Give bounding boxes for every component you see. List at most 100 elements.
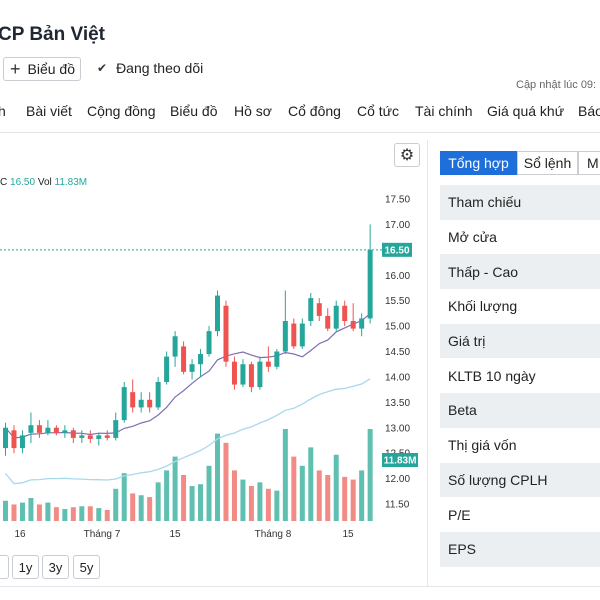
row-volume: Khối lượng (440, 289, 600, 324)
volume-bar (316, 470, 322, 521)
row-market-cap: Thị giá vốn (440, 427, 600, 463)
check-icon: ✔ (97, 61, 108, 75)
candle-body (62, 430, 68, 433)
volume-bar (198, 484, 204, 521)
row-avg-volume-10d: KLTB 10 ngày (440, 358, 600, 394)
gear-icon: ⚙ (399, 147, 415, 164)
candle-body (282, 321, 288, 352)
tab-community[interactable]: Cộng đồng (87, 103, 156, 119)
volume-bar (45, 502, 51, 521)
candle-body (3, 427, 8, 449)
row-shares-outstanding: Số lượng CPLH (440, 462, 600, 498)
legend-vol-value: 11.83M (54, 177, 88, 188)
price-chart[interactable]: 17.50 17.00 16.50 16.00 15.50 15.00 14.50 14.00… (0, 190, 427, 555)
volume-bar (155, 482, 161, 521)
tab-reports[interactable]: Báo (578, 103, 600, 119)
candle-body (333, 305, 339, 329)
y-tick-label: 17.00 (385, 220, 410, 231)
row-eps: EPS (440, 531, 600, 567)
tab-summary[interactable]: Tổng hợp (440, 151, 517, 175)
tab-chart[interactable]: Biểu đồ (170, 103, 218, 119)
volume-bar (265, 488, 271, 521)
last-volume-label: 11.83M (384, 456, 417, 467)
page-title: CP Bản Việt (0, 24, 106, 45)
legend-vol-label: Vol (37, 177, 52, 188)
candle-body (164, 356, 170, 382)
candle-body (240, 364, 246, 385)
last-volume-tag (382, 453, 418, 467)
candle-body (350, 321, 356, 329)
tab-shareholders[interactable]: Cổ đông (288, 103, 341, 119)
range-button-5y[interactable]: 5y (73, 555, 100, 579)
candle-body (231, 361, 237, 385)
section-tabs: h Bài viết Cộng đồng Biểu đồ Hồ sơ Cổ đô… (0, 103, 600, 125)
range-button-partial[interactable] (0, 555, 9, 579)
candle-body (206, 331, 212, 355)
candle-body (79, 435, 85, 438)
y-tick-label: 14.00 (385, 372, 410, 383)
volume-bar (96, 508, 102, 521)
row-label: Khối lượng (448, 298, 518, 315)
volume-bar (36, 504, 42, 521)
y-tick-label: 14.50 (385, 347, 410, 358)
candle-body (265, 361, 271, 367)
candle-body (291, 323, 297, 347)
candle-body (189, 364, 195, 372)
volume-bar (138, 495, 144, 521)
row-label: KLTB 10 ngày (448, 367, 536, 384)
y-tick-label: 17.50 (385, 195, 410, 206)
volume-bar (291, 456, 297, 521)
volume-bar (130, 493, 136, 521)
candle-body (248, 364, 254, 388)
volume-bar (342, 476, 348, 521)
legend-close-value: 16.50 (10, 177, 36, 188)
range-button-1y[interactable]: 1y (12, 555, 39, 579)
volume-bar (367, 429, 373, 521)
candle-body (359, 318, 365, 329)
add-chart-button[interactable]: + Biểu đồ (3, 57, 81, 81)
y-tick-label: 11.50 (385, 500, 410, 511)
volume-bar (53, 507, 59, 521)
follow-toggle[interactable]: ✔ Đang theo dõi (97, 60, 203, 76)
tab-financials[interactable]: Tài chính (415, 103, 473, 119)
volume-bar (62, 509, 68, 521)
candle-body (36, 425, 42, 433)
tab-order-book[interactable]: Sổ lệnh (517, 151, 578, 175)
candle-body (11, 430, 17, 449)
candle-body (274, 351, 280, 367)
candle-body (308, 298, 314, 321)
tab-profile[interactable]: Hồ sơ (234, 103, 272, 119)
candle-body (87, 435, 93, 439)
volume-bar (70, 507, 76, 521)
candle-body (181, 346, 187, 372)
row-label: Mở cửa (448, 229, 497, 246)
candle-body (28, 425, 34, 433)
volume-bar (223, 442, 229, 521)
volume-bar (11, 504, 17, 521)
y-tick-label: 15.00 (385, 322, 410, 333)
tab-price-history[interactable]: Giá quá khứ (487, 103, 565, 119)
ma-long-line (5, 378, 371, 485)
row-value: Giá trị (440, 323, 600, 359)
row-pe: P/E (440, 497, 600, 532)
volume-bar (248, 486, 254, 521)
candle-body (19, 435, 25, 449)
row-open: Mở cửa (440, 219, 600, 255)
range-button-3y[interactable]: 3y (42, 555, 69, 579)
row-label: Tham chiếu (448, 194, 522, 211)
volume-bar (181, 475, 187, 521)
tab-more[interactable]: M (578, 151, 600, 175)
candle-body (130, 392, 136, 408)
candle-body (172, 336, 178, 357)
candle-body (113, 420, 119, 438)
tab-partial-left[interactable]: h (0, 103, 6, 119)
chart-settings-button[interactable]: ⚙ (394, 143, 420, 167)
volume-bar (359, 470, 365, 521)
quote-summary-table: Tham chiếu Mở cửa Thấp - Cao Khối lượng … (440, 185, 600, 567)
tab-dividends[interactable]: Cổ tức (357, 103, 400, 119)
volume-bar (189, 486, 195, 521)
candle-body (45, 427, 51, 433)
volume-bar (113, 488, 119, 521)
tab-articles[interactable]: Bài viết (26, 103, 72, 119)
candle-body (138, 399, 144, 408)
